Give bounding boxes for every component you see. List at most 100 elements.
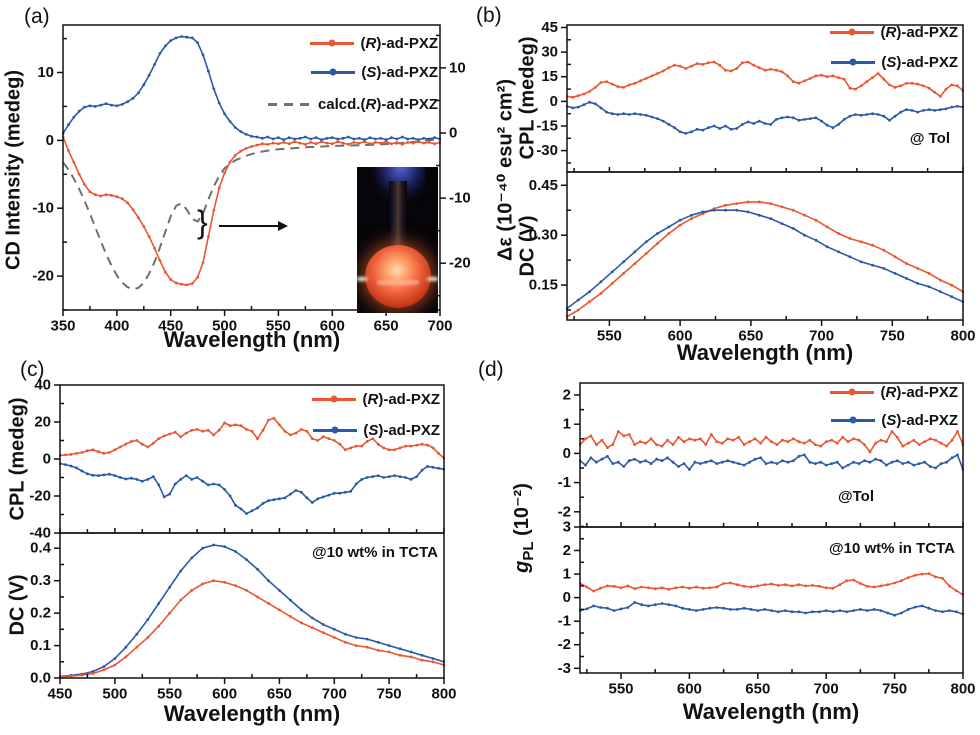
markers-c-cpl-S (59, 462, 445, 515)
x-axis-title-c: Wavelength (nm) (163, 701, 341, 726)
svg-text:550: 550 (608, 680, 633, 697)
svg-text:-10: -10 (449, 190, 471, 207)
y-axis-title-dc-c: DC (V) (6, 574, 29, 636)
svg-text:20: 20 (34, 414, 51, 431)
svg-text:40: 40 (34, 377, 51, 394)
markers-d-tcta-R (579, 572, 964, 597)
svg-text:550: 550 (266, 317, 291, 334)
y-axis-title-gpl: gPL (10⁻²) (509, 483, 537, 573)
svg-text:-1: -1 (558, 474, 571, 491)
svg-text:10: 10 (37, 64, 54, 81)
markers-c-cpl-R (59, 416, 445, 460)
y-axis-title-cpl-c: CPL (medeg) (6, 397, 29, 521)
svg-text:-1: -1 (558, 613, 571, 630)
legend-swatch-s-line-dot (313, 428, 358, 432)
right-axis-arrow (219, 221, 288, 231)
svg-text:0: 0 (449, 125, 457, 142)
svg-text:0.0: 0.0 (30, 670, 51, 687)
legend-item-s: (S)-ad-PXZ (313, 420, 440, 440)
markers-d-tcta-S (579, 601, 964, 617)
svg-text:-3: -3 (558, 660, 571, 677)
y-axis-title-cpl-b: CPL (medeg) (516, 36, 539, 160)
d-tcta-frame (579, 526, 964, 674)
x-axis-title-b: Wavelength (nm) (676, 340, 854, 365)
axes-a-main: 350 400 450 500 550 600 650 700 10 0 -10 -20 10 0 -10 -… (32, 24, 471, 334)
svg-text:450: 450 (158, 317, 183, 334)
svg-text:-15: -15 (536, 118, 558, 135)
y-axis-title-dc-b: DC (V) (516, 215, 539, 277)
legend-swatch-s-line-dot (831, 418, 876, 422)
svg-text:500: 500 (212, 317, 237, 334)
legend-swatch-r-line-dot (830, 390, 875, 394)
markers-c-dc-R (59, 579, 445, 679)
svg-text:-40: -40 (29, 525, 51, 542)
right-axis-pointer-brace: } (197, 204, 208, 240)
svg-text:0: 0 (550, 93, 558, 110)
legend-swatch-r-line-dot (830, 30, 875, 34)
series-b-dc-R (566, 201, 964, 318)
legend-item-s: (S)-ad-PXZ (311, 62, 438, 82)
svg-text:0: 0 (46, 132, 54, 149)
panel-b-letter: (b) (476, 4, 502, 27)
markers-b-cpl-R (566, 60, 964, 99)
svg-text:45: 45 (541, 19, 558, 36)
legend-item-calcd: calcd.(R)-ad-PXZ (267, 94, 438, 114)
svg-text:750: 750 (880, 327, 905, 344)
legend-swatch-s-line-dot (311, 70, 356, 74)
svg-text:550: 550 (597, 327, 622, 344)
svg-text:-10: -10 (32, 200, 54, 217)
svg-text:0.30: 0.30 (529, 227, 558, 244)
svg-text:1: 1 (563, 566, 571, 583)
markers-d-tol-R (579, 430, 964, 454)
solvent-note-b: @ Tol (909, 130, 950, 147)
svg-text:2: 2 (563, 387, 571, 404)
svg-text:0: 0 (43, 451, 51, 468)
legend-panel-d: (R)-ad-PXZ (S)-ad-PXZ (830, 382, 958, 430)
markers-b-cpl-S (566, 100, 964, 135)
host-note-c: @10 wt% in TCTA (311, 544, 438, 561)
legend-swatch-s-line-dot (831, 60, 876, 64)
svg-text:600: 600 (668, 327, 693, 344)
legend-label-r: (R)-ad-PXZ (360, 34, 438, 52)
legend-item-s: (S)-ad-PXZ (831, 410, 958, 430)
svg-text:700: 700 (322, 685, 347, 702)
svg-text:-20: -20 (29, 488, 51, 505)
y-axis-title-cd: CD Intensity (medeg) (2, 69, 25, 271)
axes-c-dc: 450 500 550 600 650 700 750 800 0.4 0.3 0.2 0.1 0.0 (30, 532, 457, 702)
x-axis-title-a: Wavelength (nm) (163, 327, 341, 352)
svg-text:750: 750 (377, 685, 402, 702)
series-a-calcd (62, 137, 441, 291)
svg-text:0.15: 0.15 (529, 277, 558, 294)
legend-swatch-calcd-dash (267, 102, 312, 106)
svg-text:0.1: 0.1 (30, 637, 51, 654)
svg-text:700: 700 (814, 680, 839, 697)
svg-text:-2: -2 (558, 503, 571, 520)
panel-c-letter: (c) (20, 358, 45, 381)
series-b-cpl-S (566, 101, 964, 135)
svg-text:0.3: 0.3 (30, 572, 51, 589)
svg-text:-2: -2 (558, 636, 571, 653)
legend-item-r: (R)-ad-PXZ (830, 382, 958, 402)
solvent-note-d-top: @Tol (838, 488, 875, 505)
light-flare-right (427, 277, 438, 281)
legend-item-s: (S)-ad-PXZ (831, 52, 958, 72)
svg-text:450: 450 (47, 685, 72, 702)
legend-panel-b: (R)-ad-PXZ (S)-ad-PXZ (830, 22, 958, 72)
legend-label-r: (R)-ad-PXZ (880, 383, 958, 401)
axes-b-dc: 550 600 650 700 750 800 0.45 0.30 0.15 (529, 171, 976, 344)
panel-d-letter: (d) (478, 358, 504, 381)
svg-text:550: 550 (157, 685, 182, 702)
legend-label-s: (S)-ad-PXZ (361, 63, 438, 81)
series-c-dc-R (59, 579, 445, 678)
svg-text:600: 600 (677, 680, 702, 697)
svg-text:700: 700 (427, 317, 452, 334)
axes-d-tcta: 550 600 650 700 750 800 3 2 1 0 -1 -2 -3 (558, 519, 976, 698)
legend-swatch-r-line-dot (310, 41, 355, 45)
svg-text:0.4: 0.4 (30, 540, 52, 557)
flask-bulb (364, 245, 431, 308)
svg-text:10: 10 (449, 59, 466, 76)
legend-label-s: (S)-ad-PXZ (881, 411, 958, 429)
svg-text:400: 400 (104, 317, 129, 334)
markers-b-dc-R (566, 200, 964, 319)
legend-item-r: (R)-ad-PXZ (310, 33, 438, 53)
